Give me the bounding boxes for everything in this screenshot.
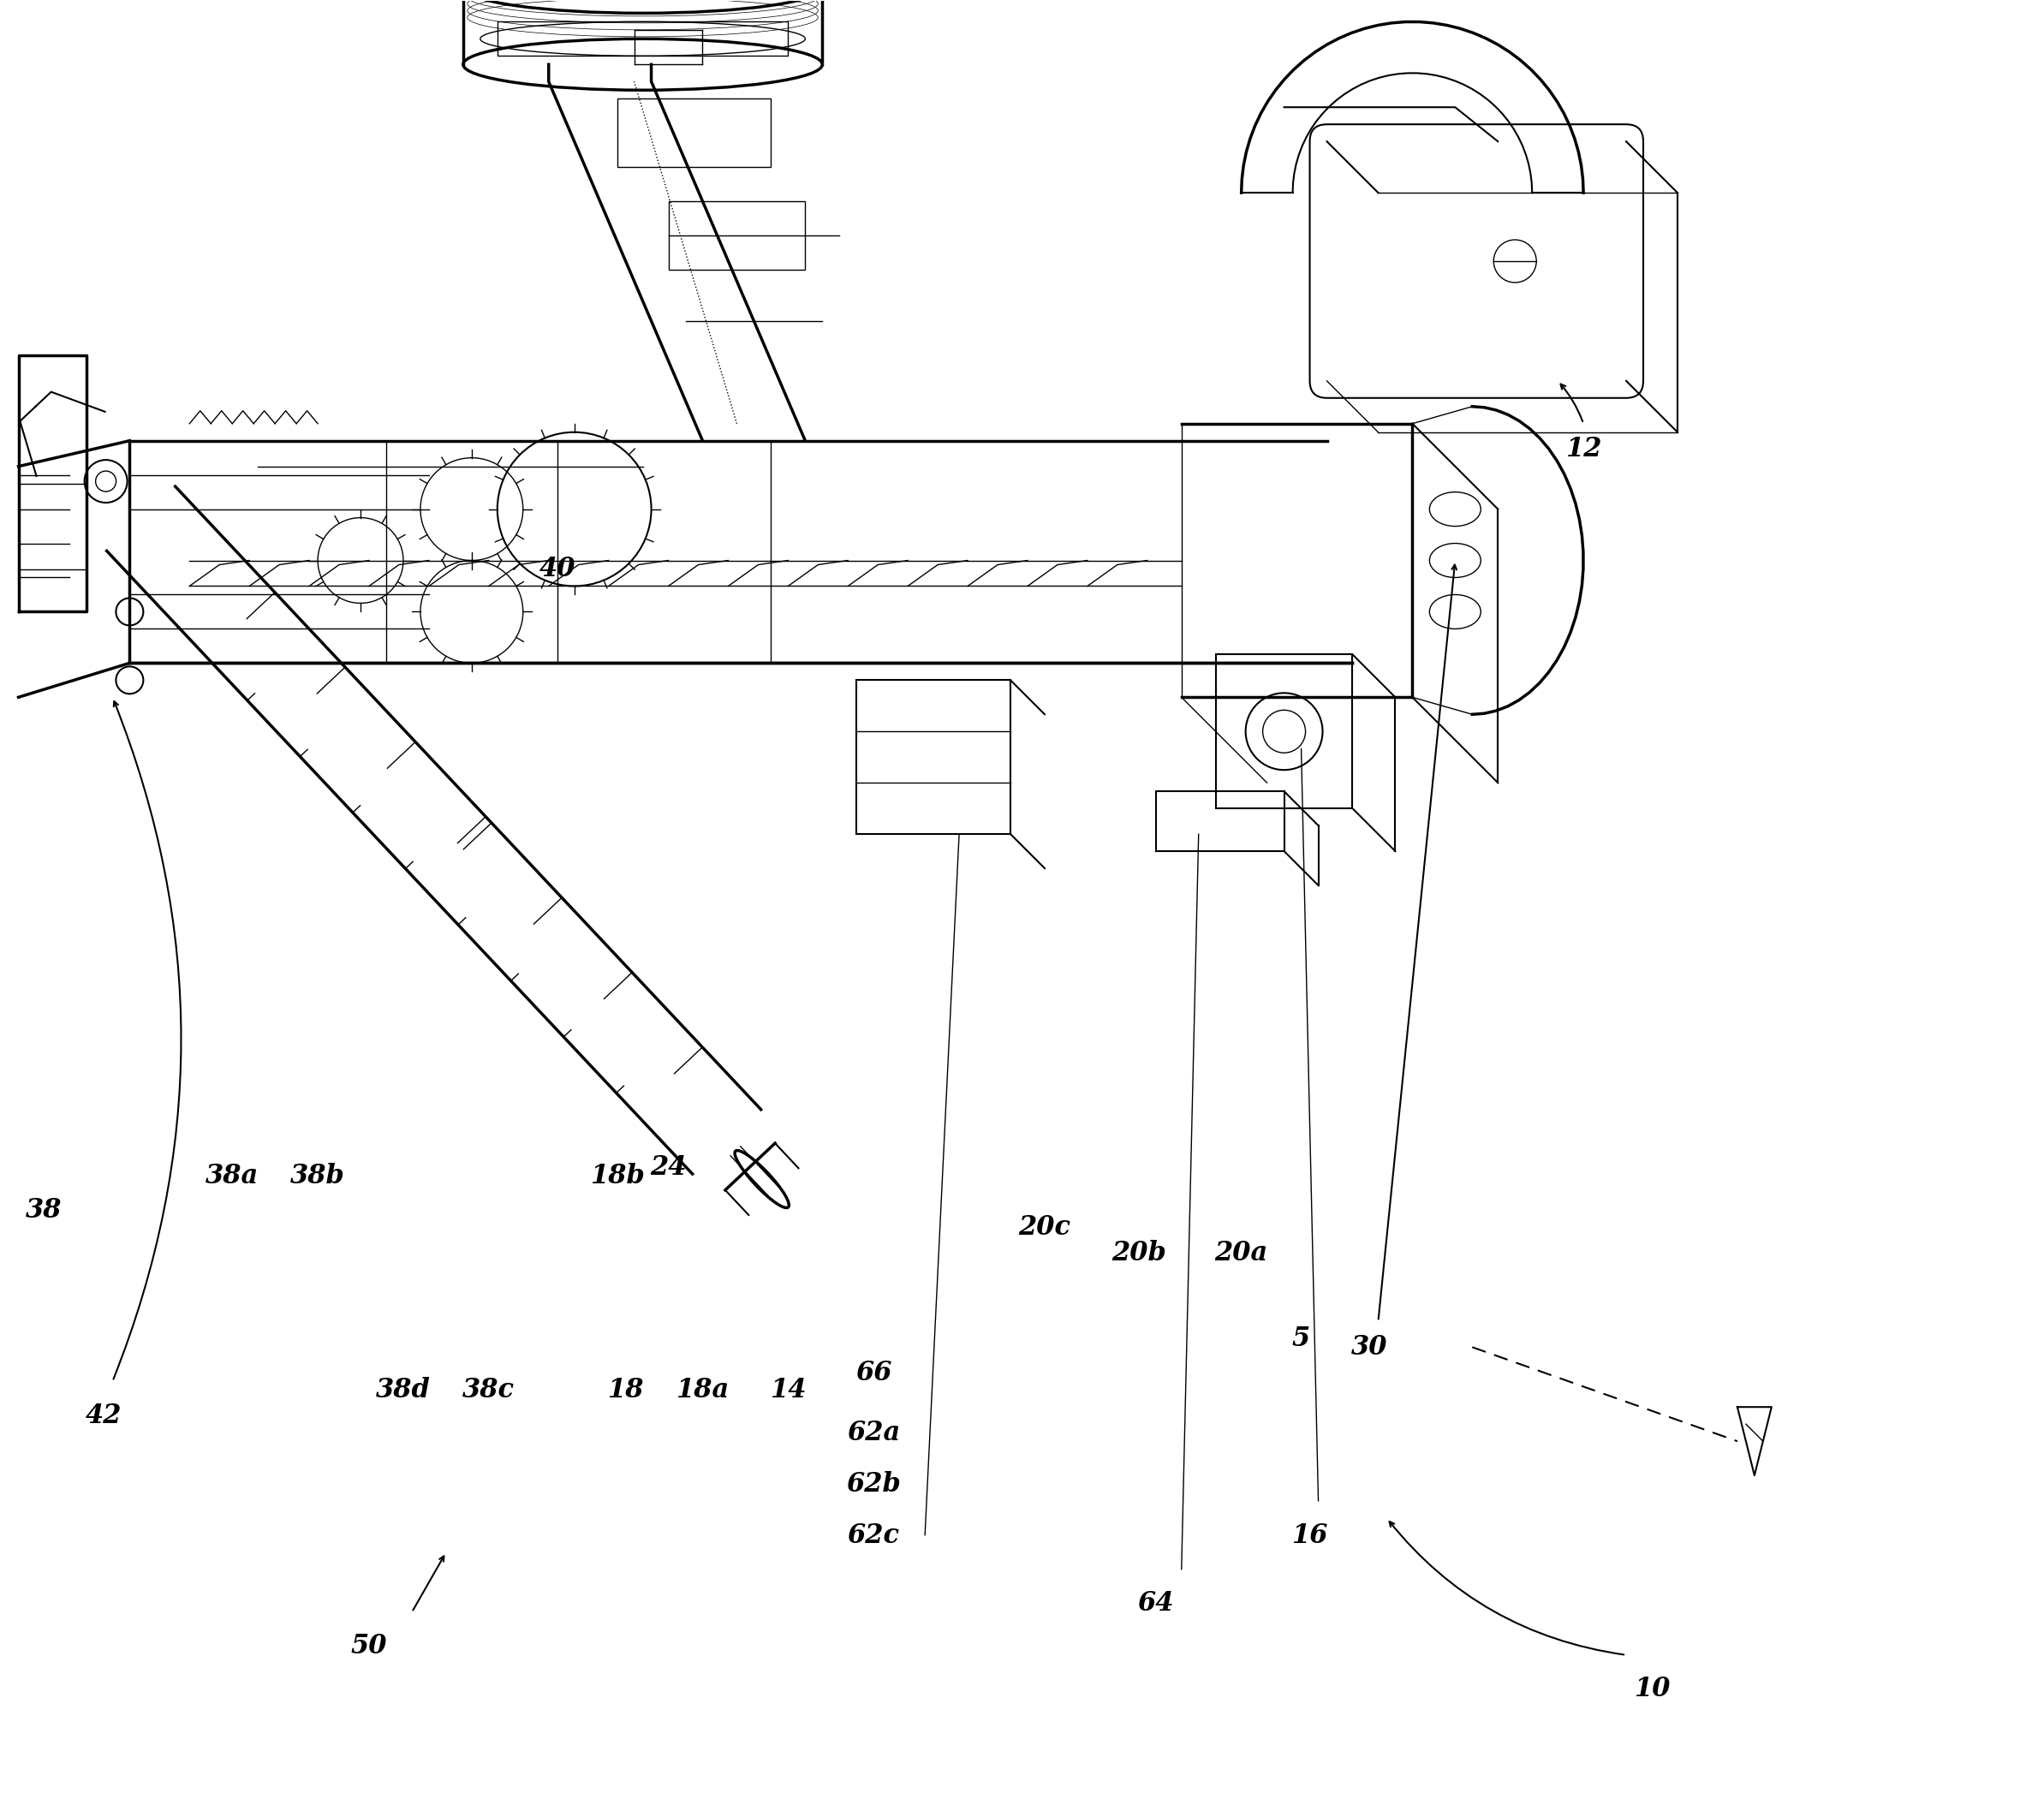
Bar bbox=[1216, 654, 1353, 809]
Text: 62c: 62c bbox=[848, 1522, 899, 1549]
Text: 10: 10 bbox=[1633, 1676, 1670, 1703]
Text: 18b: 18b bbox=[591, 1164, 644, 1189]
Text: 66: 66 bbox=[856, 1359, 891, 1386]
Text: 18a: 18a bbox=[677, 1377, 730, 1404]
Text: 16: 16 bbox=[1292, 1522, 1329, 1549]
Text: 40: 40 bbox=[540, 556, 576, 583]
Text: 20a: 20a bbox=[1214, 1239, 1267, 1266]
Text: 38a: 38a bbox=[206, 1164, 260, 1189]
Text: 30: 30 bbox=[1351, 1334, 1388, 1361]
Text: 20c: 20c bbox=[1018, 1214, 1071, 1241]
Text: 5: 5 bbox=[1292, 1325, 1310, 1352]
Text: 24: 24 bbox=[650, 1155, 687, 1182]
Text: 38c: 38c bbox=[462, 1377, 515, 1404]
Text: 62b: 62b bbox=[846, 1470, 901, 1497]
Bar bbox=[856, 680, 1010, 834]
Bar bbox=[497, 22, 789, 56]
Text: 20b: 20b bbox=[1112, 1239, 1165, 1266]
Text: 38: 38 bbox=[27, 1198, 61, 1223]
Text: 14: 14 bbox=[771, 1377, 805, 1404]
Text: 62a: 62a bbox=[846, 1420, 899, 1445]
Bar bbox=[617, 99, 771, 167]
Text: 50: 50 bbox=[352, 1633, 386, 1660]
Text: 38b: 38b bbox=[290, 1164, 345, 1189]
Text: 12: 12 bbox=[1566, 436, 1602, 463]
Text: 42: 42 bbox=[86, 1402, 123, 1429]
Text: 64: 64 bbox=[1139, 1590, 1173, 1617]
Bar bbox=[668, 201, 805, 269]
Bar bbox=[1155, 791, 1284, 852]
Text: 18: 18 bbox=[607, 1377, 644, 1404]
Text: 38d: 38d bbox=[376, 1377, 431, 1404]
